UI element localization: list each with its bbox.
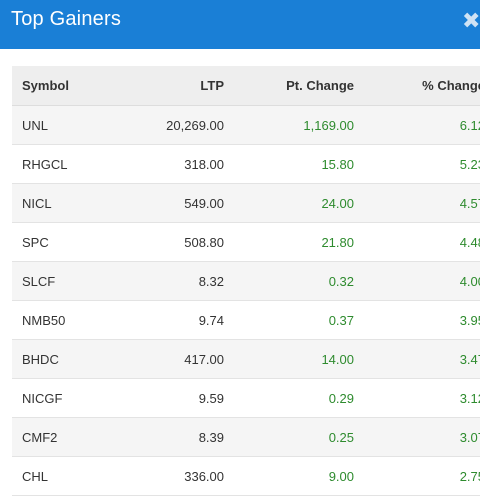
modal-title: Top Gainers <box>11 8 122 30</box>
gainers-table-container: Symbol LTP Pt. Change % Change UNL 20,269… <box>12 66 480 496</box>
cell-symbol[interactable]: NMB50 <box>12 300 122 340</box>
column-header-pt-change[interactable]: Pt. Change <box>224 66 354 106</box>
column-header-pct-change[interactable]: % Change <box>354 66 480 106</box>
header-row: Symbol LTP Pt. Change % Change <box>12 66 480 106</box>
cell-ltp: 318.00 <box>122 144 224 184</box>
cell-pt-change: 15.80 <box>224 144 354 184</box>
cell-symbol[interactable]: NICL <box>12 183 122 223</box>
cell-symbol[interactable]: CHL <box>12 456 122 496</box>
table-body: UNL20,269.001,169.006.12RHGCL318.0015.80… <box>12 105 480 496</box>
table-header: Symbol LTP Pt. Change % Change <box>12 66 480 106</box>
cell-pt-change: 0.32 <box>224 261 354 301</box>
cell-pct-change: 4.48 <box>354 222 480 262</box>
modal-header: Top Gainers ✖ <box>0 0 480 49</box>
column-header-symbol[interactable]: Symbol <box>12 66 122 106</box>
cell-pct-change: 4.00 <box>354 261 480 301</box>
cell-symbol[interactable]: BHDC <box>12 339 122 379</box>
cell-pct-change: 3.95 <box>354 300 480 340</box>
cell-pt-change: 0.29 <box>224 378 354 418</box>
close-icon[interactable]: ✖ <box>462 10 480 32</box>
cell-ltp: 508.80 <box>122 222 224 262</box>
cell-ltp: 417.00 <box>122 339 224 379</box>
gainers-table: Symbol LTP Pt. Change % Change UNL 20,269… <box>12 66 480 496</box>
cell-ltp: 9.74 <box>122 300 224 340</box>
cell-pt-change: 0.25 <box>224 417 354 457</box>
cell-pt-change: 24.00 <box>224 183 354 223</box>
cell-pt-change: 9.00 <box>224 456 354 496</box>
cell-symbol[interactable]: UNL <box>12 105 122 145</box>
cell-ltp: 549.00 <box>122 183 224 223</box>
cell-symbol[interactable]: CMF2 <box>12 417 122 457</box>
cell-pt-change: 14.00 <box>224 339 354 379</box>
cell-pct-change: 5.23 <box>354 144 480 184</box>
column-header-ltp[interactable]: LTP <box>122 66 224 106</box>
cell-symbol[interactable]: SPC <box>12 222 122 262</box>
cell-pct-change: 6.12 <box>354 105 480 145</box>
cell-ltp: 20,269.00 <box>122 105 224 145</box>
cell-ltp: 336.00 <box>122 456 224 496</box>
cell-pct-change: 4.57 <box>354 183 480 223</box>
cell-pt-change: 1,169.00 <box>224 105 354 145</box>
cell-pct-change: 3.12 <box>354 378 480 418</box>
cell-symbol[interactable]: NICGF <box>12 378 122 418</box>
cell-pct-change: 2.75 <box>354 456 480 496</box>
cell-pt-change: 0.37 <box>224 300 354 340</box>
cell-pt-change: 21.80 <box>224 222 354 262</box>
cell-pct-change: 3.07 <box>354 417 480 457</box>
cell-pct-change: 3.47 <box>354 339 480 379</box>
cell-symbol[interactable]: RHGCL <box>12 144 122 184</box>
cell-ltp: 8.32 <box>122 261 224 301</box>
cell-symbol[interactable]: SLCF <box>12 261 122 301</box>
cell-ltp: 9.59 <box>122 378 224 418</box>
cell-ltp: 8.39 <box>122 417 224 457</box>
